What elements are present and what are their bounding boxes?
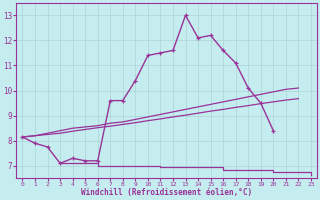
X-axis label: Windchill (Refroidissement éolien,°C): Windchill (Refroidissement éolien,°C): [81, 188, 252, 197]
